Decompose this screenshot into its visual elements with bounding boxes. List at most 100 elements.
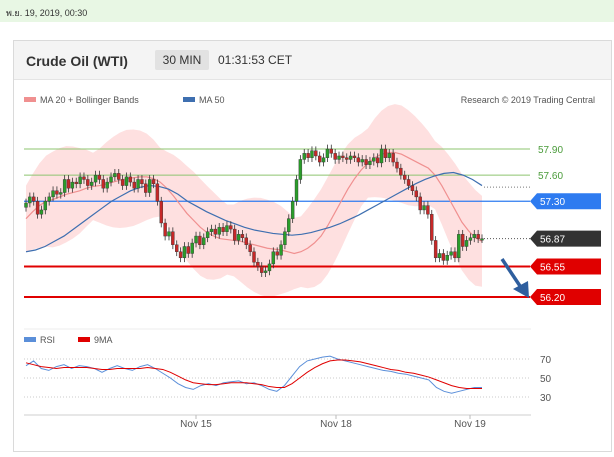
timeframe-button[interactable]: 30 MIN [155, 50, 209, 70]
candle-body [345, 157, 349, 160]
candle-body [97, 174, 102, 180]
candle-body [310, 150, 314, 158]
candle-body [248, 244, 252, 252]
pivot-label: 57.30 [540, 197, 565, 208]
candle-body [391, 153, 395, 163]
candle-body [364, 159, 368, 165]
candle-body [453, 251, 457, 259]
rsi-tick-30: 30 [540, 393, 552, 404]
candle-body [144, 183, 148, 193]
forecast-arrow-head [513, 281, 529, 298]
candle-body [159, 201, 163, 224]
candle-body [86, 179, 90, 186]
legend-swatch-rsi [24, 337, 36, 342]
candle-body [325, 148, 330, 158]
candle-body [476, 234, 480, 239]
legend-ma50: MA 50 [199, 95, 225, 105]
candle-body [236, 234, 241, 241]
candle-body [66, 179, 71, 189]
candle-body [287, 218, 291, 232]
legend-swatch-ma50 [183, 97, 195, 102]
rsi-line [25, 355, 482, 394]
candle-body [198, 235, 202, 245]
support-tag-56.20 [530, 289, 601, 305]
candle-body [375, 157, 380, 164]
candle-body [399, 167, 403, 176]
rsi-tick-70: 70 [540, 355, 552, 366]
candle-body [155, 183, 160, 202]
candle-body [260, 266, 264, 273]
candle-body [302, 153, 306, 160]
candle-body [267, 263, 272, 272]
last-price-label: 56.87 [540, 235, 565, 246]
candle-body [51, 190, 55, 198]
candle-body [468, 237, 473, 241]
date-stamp: พ.ย. 19, 2019, 00:30 [6, 8, 88, 18]
ma50-line [25, 171, 483, 253]
rsi-ma-line [25, 359, 482, 389]
chart-header: Crude Oil (WTI) 30 MIN 01:31:53 CET [14, 41, 611, 80]
x-tick-label: Nov 18 [320, 419, 352, 430]
candle-body [433, 240, 438, 259]
candle-body [136, 179, 140, 189]
legend-rsi-ma: 9MA [94, 335, 113, 345]
candle-body [418, 196, 422, 211]
candle-body [151, 179, 156, 185]
candle-body [163, 222, 167, 237]
candle-body [205, 231, 210, 239]
candle-body [426, 205, 430, 215]
candle-body [120, 179, 125, 186]
candle-body [333, 153, 337, 160]
candle-body [82, 176, 86, 180]
candle-body [422, 205, 426, 211]
candle-body [62, 179, 67, 193]
candle-body [240, 234, 245, 238]
candle-body [244, 237, 248, 245]
candle-body [109, 176, 113, 183]
candle-body [101, 179, 105, 189]
candle-body [47, 196, 51, 202]
pivot-tag [530, 193, 601, 210]
candle-body [348, 155, 353, 160]
candle-body [414, 190, 419, 198]
candle-body [306, 153, 310, 158]
candle-body [275, 251, 279, 256]
chart-title: Crude Oil (WTI) [26, 53, 128, 69]
candle-body [89, 181, 94, 186]
candle-body [437, 253, 442, 259]
candle-body [59, 192, 63, 195]
candle-body [39, 209, 44, 215]
candle-body [175, 244, 179, 252]
candle-body [379, 148, 384, 164]
candle-body [445, 255, 449, 261]
legend-rsi: RSI [40, 335, 55, 345]
candle-body [337, 155, 341, 160]
candle-body [171, 231, 175, 245]
candle-body [213, 228, 218, 235]
candle-body [449, 251, 453, 256]
candle-body [252, 251, 256, 263]
candle-body [74, 181, 78, 185]
candle-body [341, 155, 345, 158]
candle-body [395, 161, 399, 169]
clock-readout: 01:31:53 CET [218, 53, 293, 67]
candle-body [209, 228, 214, 232]
x-tick-label: Nov 19 [454, 419, 486, 430]
candle-body [232, 228, 237, 241]
candle-body [117, 173, 121, 180]
candle-body [271, 251, 276, 265]
candle-body [321, 157, 326, 163]
resistance-label-57.60: 57.60 [538, 171, 563, 182]
candle-body [356, 157, 361, 163]
candle-body [387, 153, 391, 158]
legend-bollinger: MA 20 + Bollinger Bands [40, 95, 139, 105]
candle-body [294, 179, 299, 202]
candle-body [186, 246, 191, 254]
candle-body [70, 181, 75, 189]
candle-body [217, 227, 221, 235]
legend-swatch-bollinger [24, 97, 36, 102]
candle-body [314, 150, 318, 157]
candle-body [410, 185, 415, 191]
copyright: Research © 2019 Trading Central [461, 95, 595, 105]
candle-body [460, 234, 465, 247]
